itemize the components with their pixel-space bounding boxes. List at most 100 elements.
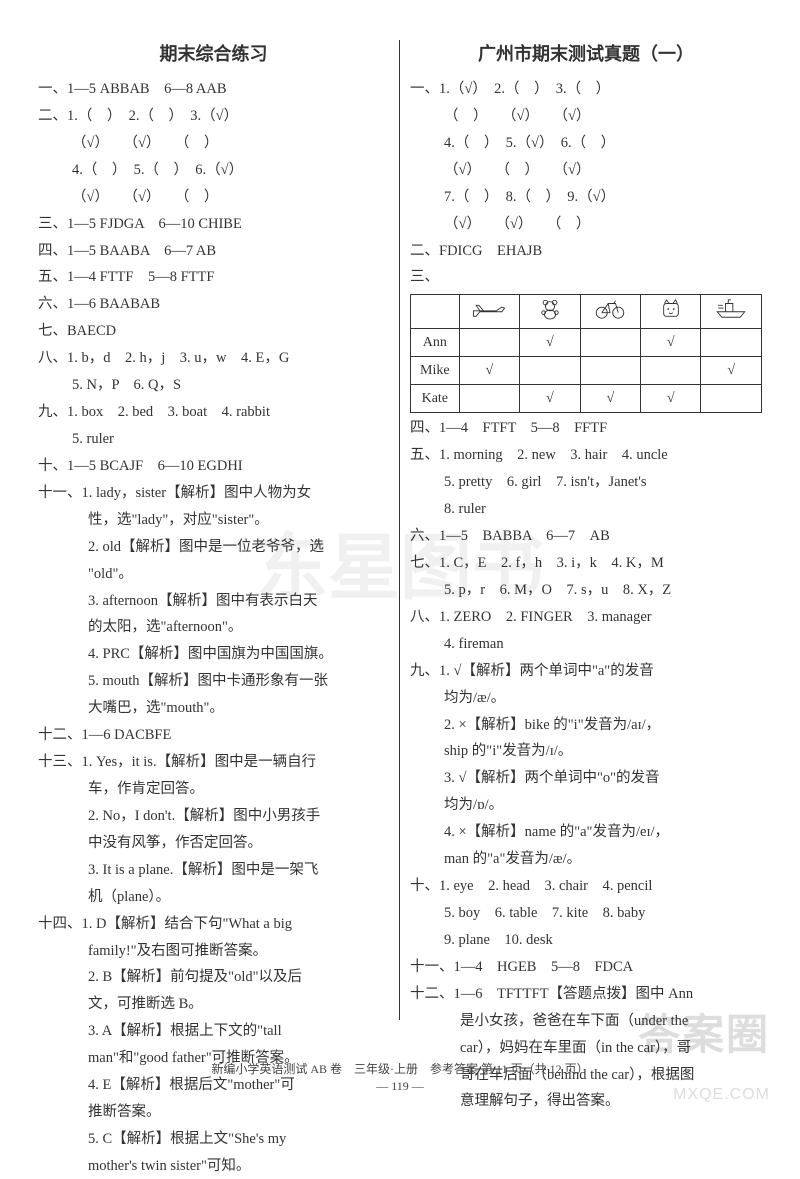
cat-icon: [641, 295, 701, 329]
text-line: 是小女孩，爸爸在车下面（under the: [410, 1010, 762, 1034]
text-line: 均为/æ/。: [410, 687, 762, 711]
cell: √: [580, 385, 640, 413]
table-header-blank: [411, 295, 460, 329]
table-header-row: [411, 295, 762, 329]
text-line: 4.（ ） 5.（√） 6.（ ）: [410, 132, 762, 156]
bike-icon: [580, 295, 640, 329]
text-line: 五、1. morning 2. new 3. hair 4. uncle: [410, 444, 762, 468]
text-line: 5. N，P 6. Q，S: [38, 374, 389, 398]
text-line: 三、: [410, 266, 762, 290]
text-line: （√） （√） （ ）: [38, 186, 389, 210]
text-line: 推断答案。: [38, 1101, 389, 1125]
text-line: 2. old【解析】图中是一位老爷爷，选: [38, 536, 389, 560]
answer-table: Ann √ √ Mike √ √ Kate √ √ √: [410, 294, 762, 413]
teddy-icon: [520, 295, 580, 329]
text-line: 7.（ ） 8.（ ） 9.（√）: [410, 186, 762, 210]
cell: [701, 385, 762, 413]
text-line: 的太阳，选"afternoon"。: [38, 616, 389, 640]
ship-icon: [701, 295, 762, 329]
table-row: Kate √ √ √: [411, 385, 762, 413]
plane-icon: [459, 295, 519, 329]
text-line: 中没有风筝，作否定回答。: [38, 832, 389, 856]
cell: [641, 357, 701, 385]
text-line: 四、1—5 BAABA 6—7 AB: [38, 240, 389, 264]
text-line: 一、1.（√） 2.（ ） 3.（ ）: [410, 78, 762, 102]
text-line: 八、1. b，d 2. h，j 3. u，w 4. E，G: [38, 347, 389, 371]
cell: [459, 329, 519, 357]
right-content-bottom: 四、1—4 FTFT 5—8 FFTF 五、1. morning 2. new 3…: [410, 417, 762, 1114]
text-line: 二、FDICG EHAJB: [410, 240, 762, 264]
cell: [580, 329, 640, 357]
text-line: 4. ×【解析】name 的"a"发音为/eɪ/，: [410, 821, 762, 845]
text-line: 机（plane）。: [38, 886, 389, 910]
text-line: 5. boy 6. table 7. kite 8. baby: [410, 902, 762, 926]
text-line: 3. afternoon【解析】图中有表示白天: [38, 590, 389, 614]
text-line: 三、1—5 FJDGA 6—10 CHIBE: [38, 213, 389, 237]
text-line: 3. A【解析】根据上下文的"tall: [38, 1020, 389, 1044]
text-line: 意理解句子，得出答案。: [410, 1090, 762, 1114]
text-line: 2. ×【解析】bike 的"i"发音为/aɪ/，: [410, 714, 762, 738]
text-line: （ ） （√） （√）: [410, 105, 762, 129]
text-line: 2. No，I don't.【解析】图中小男孩手: [38, 805, 389, 829]
text-line: 5. C【解析】根据上文"She's my: [38, 1128, 389, 1152]
footer-page-number: — 119 —: [0, 1079, 800, 1094]
text-line: （√） （√） （ ）: [38, 132, 389, 156]
text-line: 3. √【解析】两个单词中"o"的发音: [410, 767, 762, 791]
text-line: "old"。: [38, 563, 389, 587]
text-line: ship 的"i"发音为/ɪ/。: [410, 740, 762, 764]
table-row: Mike √ √: [411, 357, 762, 385]
left-column: 期末综合练习 一、1—5 ABBAB 6—8 AAB 二、1.（ ） 2.（ ） …: [38, 40, 400, 1020]
cell: [701, 329, 762, 357]
cell: √: [641, 385, 701, 413]
text-line: 十四、1. D【解析】结合下句"What a big: [38, 913, 389, 937]
text-line: 十二、1—6 DACBFE: [38, 724, 389, 748]
row-name: Kate: [411, 385, 460, 413]
text-line: 五、1—4 FTTF 5—8 FTTF: [38, 266, 389, 290]
text-line: （√） （ ） （√）: [410, 159, 762, 183]
row-name: Ann: [411, 329, 460, 357]
text-line: 4. fireman: [410, 633, 762, 657]
left-content: 一、1—5 ABBAB 6—8 AAB 二、1.（ ） 2.（ ） 3.（√） （√…: [38, 78, 389, 1179]
text-line: car），妈妈在车里面（in the car），哥: [410, 1037, 762, 1061]
text-line: 十一、1—4 HGEB 5—8 FDCA: [410, 956, 762, 980]
page-body: 期末综合练习 一、1—5 ABBAB 6—8 AAB 二、1.（ ） 2.（ ） …: [0, 0, 800, 1040]
row-name: Mike: [411, 357, 460, 385]
text-line: 5. pretty 6. girl 7. isn't，Janet's: [410, 471, 762, 495]
cell: [459, 385, 519, 413]
text-line: 8. ruler: [410, 498, 762, 522]
text-line: 十一、1. lady，sister【解析】图中人物为女: [38, 482, 389, 506]
text-line: mother's twin sister"可知。: [38, 1155, 389, 1179]
text-line: 均为/ɒ/。: [410, 794, 762, 818]
right-content-top: 一、1.（√） 2.（ ） 3.（ ） （ ） （√） （√） 4.（ ） 5.（√…: [410, 78, 762, 290]
cell: [580, 357, 640, 385]
text-line: 六、1—6 BAABAB: [38, 293, 389, 317]
text-line: 5. p，r 6. M，O 7. s，u 8. X，Z: [410, 579, 762, 603]
text-line: 大嘴巴，选"mouth"。: [38, 697, 389, 721]
text-line: 二、1.（ ） 2.（ ） 3.（√）: [38, 105, 389, 129]
text-line: 四、1—4 FTFT 5—8 FFTF: [410, 417, 762, 441]
page-footer: 新编小学英语测试 AB 卷 三年级·上册 参考答案 第 11 页（共 12 页）…: [0, 1060, 800, 1094]
text-line: 九、1. box 2. bed 3. boat 4. rabbit: [38, 401, 389, 425]
text-line: 十二、1—6 TFTTFT【答题点拨】图中 Ann: [410, 983, 762, 1007]
table-row: Ann √ √: [411, 329, 762, 357]
text-line: 一、1—5 ABBAB 6—8 AAB: [38, 78, 389, 102]
text-line: 4.（ ） 5.（ ） 6.（√）: [38, 159, 389, 183]
text-line: man 的"a"发音为/æ/。: [410, 848, 762, 872]
text-line: 九、1. √【解析】两个单词中"a"的发音: [410, 660, 762, 684]
text-line: （√） （√） （ ）: [410, 213, 762, 237]
text-line: 七、BAECD: [38, 320, 389, 344]
text-line: 9. plane 10. desk: [410, 929, 762, 953]
cell: √: [701, 357, 762, 385]
text-line: 六、1—5 BABBA 6—7 AB: [410, 525, 762, 549]
text-line: 文，可推断选 B。: [38, 993, 389, 1017]
cell: [520, 357, 580, 385]
right-title: 广州市期末测试真题（一）: [410, 40, 762, 66]
cell: √: [520, 329, 580, 357]
text-line: family!"及右图可推断答案。: [38, 940, 389, 964]
text-line: 七、1. C，E 2. f，h 3. i，k 4. K，M: [410, 552, 762, 576]
text-line: 十三、1. Yes，it is.【解析】图中是一辆自行: [38, 751, 389, 775]
left-title: 期末综合练习: [38, 40, 389, 66]
cell: √: [641, 329, 701, 357]
footer-line-1: 新编小学英语测试 AB 卷 三年级·上册 参考答案 第 11 页（共 12 页）: [0, 1060, 800, 1077]
right-column: 广州市期末测试真题（一） 一、1.（√） 2.（ ） 3.（ ） （ ） （√） …: [400, 40, 762, 1020]
